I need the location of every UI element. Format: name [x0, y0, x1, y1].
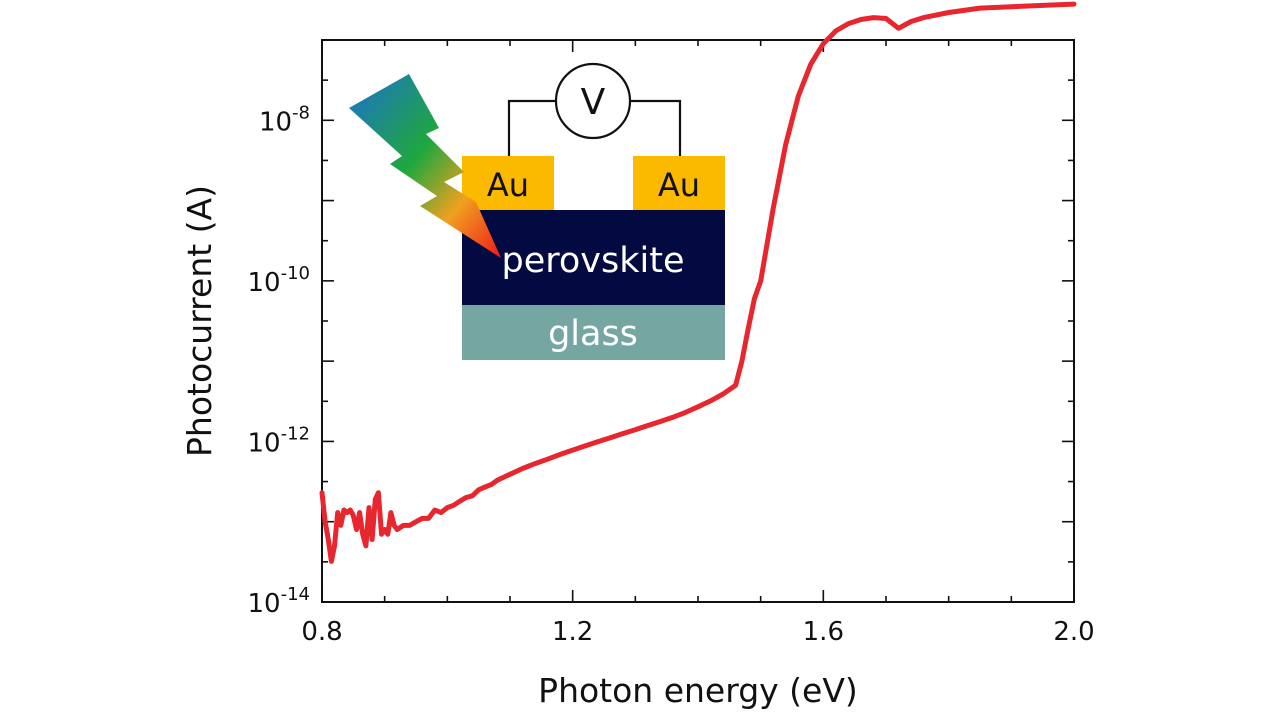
glass-label: glass: [548, 314, 638, 354]
x-tick-label: 0.8: [301, 617, 342, 647]
circuit-wire: [631, 99, 682, 156]
y-tick-label: 10-10: [248, 263, 311, 298]
voltmeter-icon: [554, 62, 632, 140]
right-contact-label: Au: [658, 166, 700, 204]
circuit-wire: [507, 99, 555, 156]
x-tick-label: 1.6: [803, 617, 844, 647]
x-tick-label: 1.2: [552, 617, 593, 647]
device-schematic: V Au Au perovskite glass: [349, 62, 725, 360]
left-gold-contact: [462, 156, 554, 210]
left-contact-label: Au: [487, 166, 529, 204]
y-tick-label: 10-12: [248, 423, 311, 458]
y-axis-title: Photocurrent (A): [180, 185, 219, 457]
right-gold-contact: [633, 156, 725, 210]
series-line: [319, 1, 1077, 564]
axis-ticks: [321, 39, 1075, 603]
perovskite-label: perovskite: [502, 241, 685, 281]
y-tick-label: 10-14: [248, 584, 311, 619]
glass-substrate: [462, 305, 725, 360]
x-tick-labels: 0.8 1.2 1.6 2.0: [301, 617, 1094, 647]
lightning-bolt-icon: [349, 74, 501, 258]
x-axis-title: Photon energy (eV): [538, 671, 858, 710]
y-tick-label: 10-8: [259, 102, 310, 137]
voltmeter-label: V: [581, 82, 606, 123]
y-tick-labels: 10-14 10-12 10-10 10-8: [248, 102, 311, 619]
perovskite-layer: [462, 210, 725, 305]
x-tick-label: 2.0: [1053, 617, 1094, 647]
